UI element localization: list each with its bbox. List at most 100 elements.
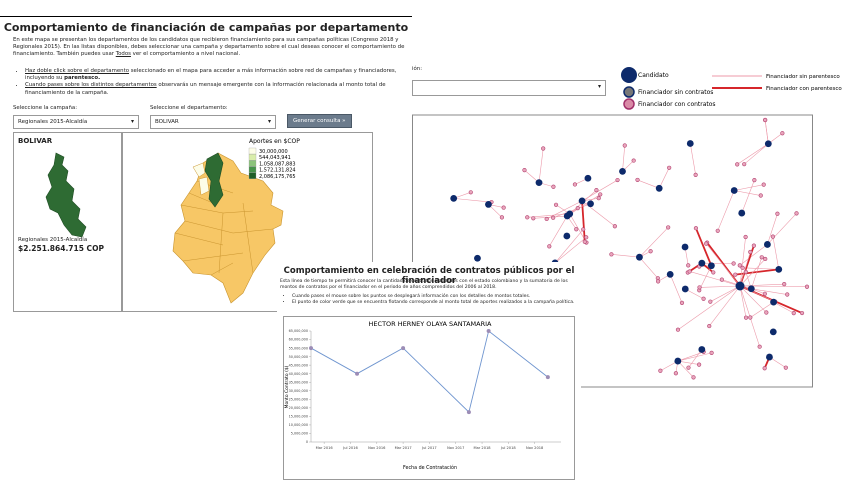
- network-link: [554, 237, 587, 264]
- department-polygon: [45, 152, 87, 238]
- network-link: [622, 145, 626, 172]
- bullet-link[interactable]: Haz doble click sobre el departamento: [25, 68, 130, 74]
- selected-department: [204, 152, 224, 208]
- department-select[interactable]: BOLIVAR: [150, 115, 276, 129]
- network-link: [677, 285, 741, 330]
- data-point: [355, 371, 360, 376]
- card-department: BOLIVAR: [18, 137, 53, 145]
- department-card: BOLIVAR Regionales 2015-Alcaldía $2.251.…: [13, 132, 122, 312]
- financier-node: [697, 362, 702, 367]
- network-link: [717, 190, 735, 231]
- financier-node: [715, 228, 720, 233]
- candidate-node: [738, 209, 746, 217]
- financier-node: [615, 177, 620, 183]
- data-point: [309, 346, 313, 351]
- x-tick-label: Nov 2017: [447, 446, 464, 450]
- choropleth-map: Aportes en $COP 30,000,000544,043,9411,0…: [172, 138, 300, 304]
- x-tick-label: Mar 2018: [474, 446, 492, 450]
- financier-node: [735, 162, 740, 167]
- y-tick-label: 20,000,000: [289, 406, 308, 410]
- line-chart: HECTOR HERNEY OLAYA SANTAMARIA Monto Con…: [283, 316, 575, 480]
- financier-node: [609, 252, 614, 257]
- intro-text: En este mapa se presentan los departamen…: [13, 37, 405, 58]
- y-tick-label: 45,000,000: [289, 363, 308, 367]
- network-graph: Candidato Financiador sin contratos Fina…: [412, 67, 842, 388]
- legend-swatch: [248, 160, 257, 167]
- y-tick-label: 15,000,000: [289, 415, 308, 419]
- network-link: [695, 227, 713, 267]
- candidate-node: [764, 241, 771, 248]
- network-link: [767, 213, 778, 245]
- financier-node: [594, 188, 599, 193]
- line-series: [310, 330, 549, 413]
- financier-node: [804, 284, 810, 289]
- y-tick-label: 60,000,000: [289, 338, 308, 342]
- network-link: [767, 213, 797, 245]
- network-link: [453, 198, 492, 203]
- legend-swatch: [248, 166, 257, 173]
- legend-swatch: [248, 172, 257, 179]
- bullet: Haz doble click sobre el departamento se…: [25, 68, 411, 82]
- financier-node: [631, 158, 636, 163]
- network-link: [637, 179, 660, 189]
- intro-link[interactable]: Todos: [115, 51, 131, 58]
- candidate-node: [681, 285, 689, 293]
- legend-icon: [623, 86, 635, 98]
- candidate-node: [698, 346, 706, 353]
- candidate-node: [535, 179, 543, 187]
- department: [198, 176, 210, 196]
- intro: En este mapa se presentan los departamen…: [13, 37, 411, 59]
- network-link: [739, 236, 746, 287]
- candidate-node: [707, 262, 715, 270]
- candidate-node: [485, 201, 492, 208]
- financier-node: [575, 206, 580, 211]
- title: Comportamiento de financiación de campañ…: [3, 21, 409, 34]
- y-tick-label: 30,000,000: [289, 389, 308, 393]
- select-fragment: ión:: [412, 66, 423, 72]
- financier-node: [704, 241, 709, 246]
- select[interactable]: [412, 80, 606, 96]
- financier-node: [541, 146, 546, 151]
- financier-node: [686, 365, 691, 370]
- contracts-title: Comportamiento en celebración de contrat…: [283, 266, 575, 286]
- financier-node: [666, 225, 671, 230]
- financier-node: [531, 216, 536, 221]
- candidate-node: [769, 328, 777, 336]
- legend-label: Candidato: [638, 72, 669, 79]
- financier-node: [708, 299, 713, 304]
- financier-node: [656, 279, 661, 284]
- financier-node: [763, 117, 768, 123]
- network-link: [669, 274, 683, 303]
- network-link: [739, 285, 747, 318]
- button[interactable]: Generar consulta »: [287, 114, 352, 128]
- network-link: [553, 203, 591, 218]
- network-link: [688, 349, 703, 368]
- network-link: [689, 271, 741, 287]
- department-value: BOLIVAR: [155, 119, 179, 125]
- bullet-link[interactable]: Cuando pases sobre los distintos departa…: [25, 82, 157, 89]
- financier-node: [499, 215, 505, 220]
- candidate-node: [674, 357, 682, 365]
- candidate-node: [587, 200, 594, 208]
- candidate-node: [450, 194, 458, 202]
- financier-node: [743, 234, 748, 240]
- network-link: [677, 360, 700, 365]
- candidate-node: [563, 232, 571, 240]
- card-total: $2.251.864.715 COP: [18, 244, 104, 253]
- financier-node: [707, 323, 712, 329]
- x-axis-label: Fecha de Contratación: [403, 464, 457, 471]
- financier-node: [762, 291, 767, 296]
- network-link: [581, 200, 586, 242]
- legend-swatch: [248, 154, 257, 161]
- network-link: [699, 285, 741, 288]
- campaign-select[interactable]: Regionales 2015-Alcaldía: [13, 115, 139, 129]
- bullet-bold: parentesco.: [64, 75, 101, 82]
- financier-node: [740, 265, 745, 270]
- network-link: [677, 351, 704, 362]
- candidate-node: [766, 353, 773, 361]
- x-tick-label: Nov 2018: [526, 446, 544, 450]
- financier-node: [785, 292, 790, 297]
- financier-node: [658, 368, 663, 373]
- financier-node: [711, 270, 716, 275]
- financier-node: [757, 344, 762, 349]
